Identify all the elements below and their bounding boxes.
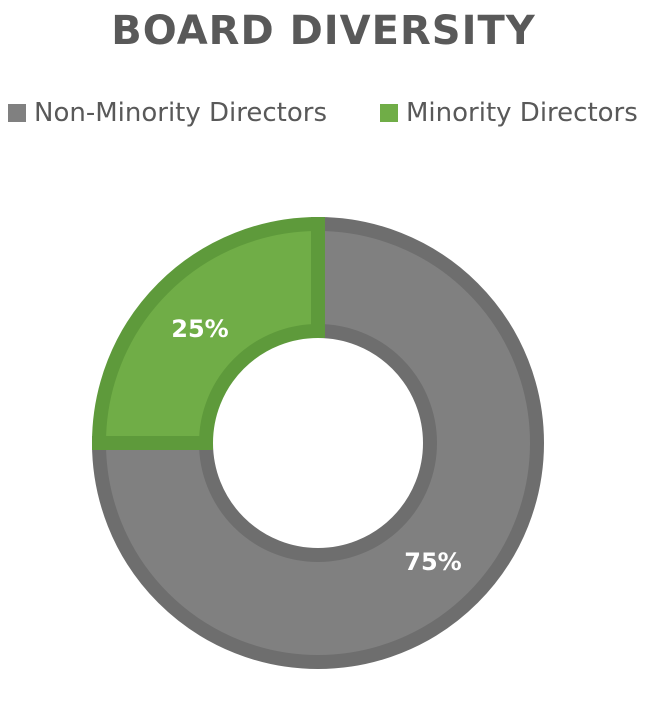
legend-item-minority: Minority Directors (380, 98, 638, 128)
legend-swatch-non-minority (8, 104, 26, 122)
chart-title: BOARD DIVERSITY (111, 8, 536, 54)
data-label-minority-directors: 25% (171, 315, 228, 343)
slice-minority-directors (91, 216, 325, 450)
chart-legend: Non-Minority Directors Minority Director… (0, 98, 647, 138)
slice-non-minority-directors (91, 216, 544, 669)
data-label-non-minority-directors: 75% (404, 548, 461, 576)
legend-swatch-minority (380, 104, 398, 122)
legend-label-non-minority: Non-Minority Directors (34, 98, 328, 128)
legend-label-minority: Minority Directors (406, 98, 638, 128)
legend-item-non-minority: Non-Minority Directors (8, 98, 327, 128)
